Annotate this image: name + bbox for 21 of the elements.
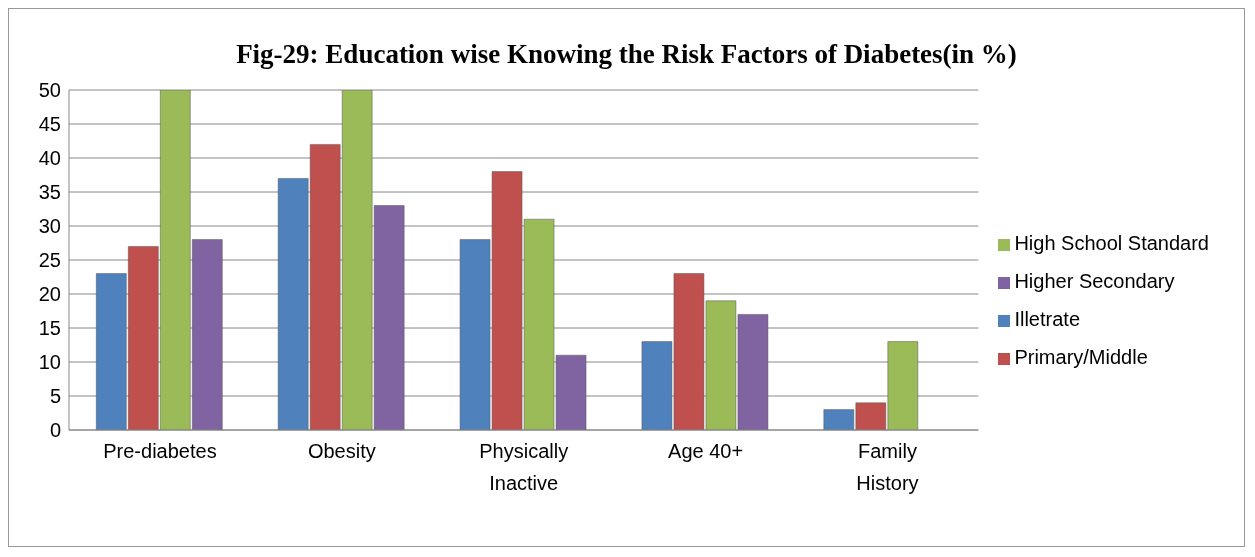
legend-label: Illetrate — [1014, 308, 1081, 330]
y-tick-label: 15 — [38, 317, 61, 340]
legend-label: Primary/Middle — [1014, 346, 1148, 368]
legend-label: Higher Secondary — [1014, 270, 1175, 292]
x-tick-label: Age 40+ — [668, 440, 744, 462]
x-tick-label: Physically Inactive — [479, 440, 569, 494]
legend-label: High School Standard — [1014, 232, 1209, 254]
y-tick-label: 25 — [38, 249, 61, 272]
y-tick-label: 50 — [38, 79, 61, 102]
x-tick-label: Family History — [856, 440, 919, 494]
y-tick-label: 30 — [38, 215, 61, 238]
y-tick-label: 10 — [38, 351, 61, 374]
y-tick-label: 35 — [38, 181, 61, 204]
y-tick-label: 40 — [38, 147, 61, 170]
x-tick-label: Pre-diabetes — [103, 440, 217, 462]
y-tick-label: 45 — [38, 113, 61, 136]
x-tick-label: Obesity — [307, 440, 376, 462]
y-tick-label: 0 — [49, 419, 61, 442]
y-tick-label: 5 — [49, 385, 61, 408]
y-tick-label: 20 — [38, 283, 61, 306]
chart-title: Fig-29: Education wise Knowing the Risk Factors of Diabetes(in %) — [235, 39, 1018, 70]
